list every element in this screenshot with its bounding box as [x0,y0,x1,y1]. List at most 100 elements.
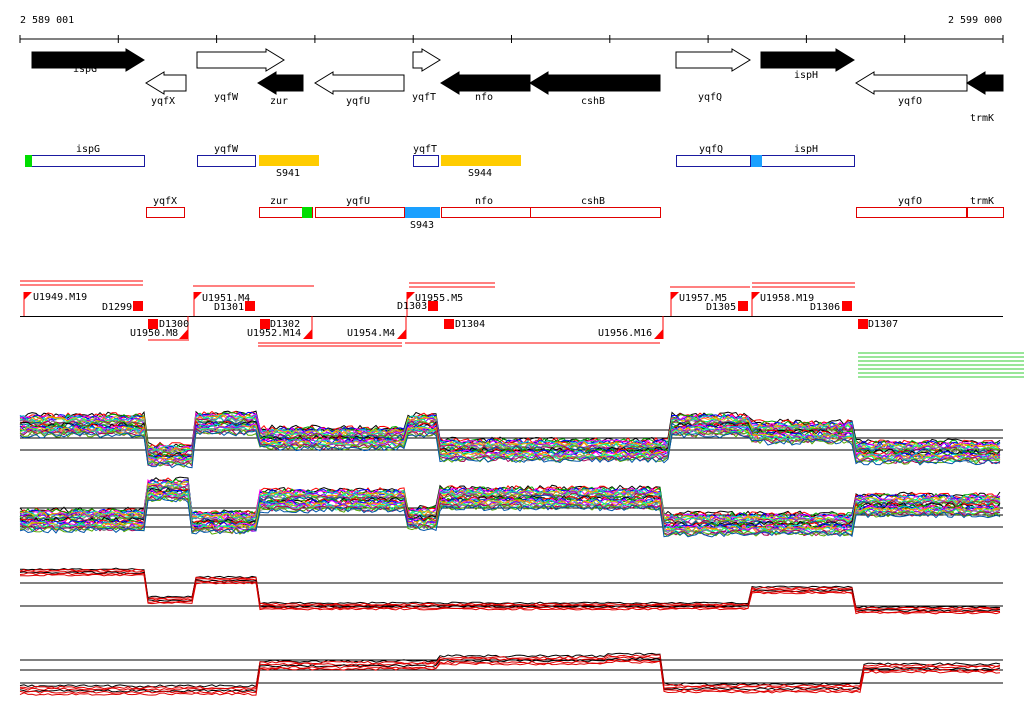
gene-arrow[interactable] [257,71,304,95]
terminator-D1299[interactable]: D1299 [102,301,143,313]
minus-box-S943[interactable]: S943 [405,207,440,231]
plus-box-S941[interactable]: S941 [259,155,319,179]
gene-ispG[interactable]: ispG [31,48,145,75]
plus-box-S944[interactable]: S944 [441,155,521,179]
cds-box[interactable] [676,155,751,167]
plus-box-label: yqfT [413,144,437,155]
promoter-U1954.M4[interactable]: U1954.M4 [347,316,407,339]
terminator-block [260,319,270,329]
cds-box[interactable] [197,155,256,167]
cds-box[interactable] [146,207,185,218]
cds-box[interactable] [441,207,531,218]
expression-trace [19,657,1001,693]
minus-box-cshB[interactable]: cshB [530,196,661,218]
minus-box-zur[interactable]: zur [259,196,313,218]
minus-box-label: yqfU [346,196,370,207]
plus-box-yqfQ[interactable]: yqfQ [676,144,751,167]
promoter-U1956.M16[interactable]: U1956.M16 [598,316,664,339]
minus-box-yqfX[interactable]: yqfX [146,196,185,218]
expression-trace [19,479,1001,521]
plus-box-label: S941 [276,168,300,179]
gene-arrow[interactable] [440,71,531,95]
minus-box-label: trmK [970,196,994,207]
promoter-U1950.M8[interactable]: U1950.M8 [130,316,189,339]
gene-nfo[interactable]: nfo [440,71,531,103]
minus-box-nfo[interactable]: nfo [441,196,531,218]
plus-box-yqfW[interactable]: yqfW [197,144,256,167]
cds-box[interactable] [413,155,439,167]
gene-arrow[interactable] [31,48,145,72]
cds-box[interactable] [751,155,855,167]
minus-box-trmK[interactable]: trmK [967,196,1004,218]
gene-arrow[interactable] [675,48,751,72]
expression-trace [19,571,1001,613]
start-marker [25,155,32,167]
cds-box[interactable] [530,207,661,218]
gene-arrow[interactable] [412,48,441,72]
terminator-D1300[interactable]: D1300 [148,319,189,330]
gene-yqfO[interactable]: yqfO [855,71,968,107]
gene-arrow[interactable] [760,48,855,72]
plus-box-yqfT[interactable]: yqfT [413,144,439,167]
terminator-label: D1300 [159,319,189,330]
gene-arrow[interactable] [855,71,968,95]
promoter-U1955.M5[interactable]: U1955.M5 [406,292,463,316]
cds-box[interactable] [967,207,1004,218]
gene-ispH[interactable]: ispH [760,48,855,81]
promoter-U1958.M19[interactable]: U1958.M19 [751,292,814,316]
gene-label: yqfQ [698,92,722,103]
gene-arrow[interactable] [314,71,405,95]
expression-trace [19,415,1001,455]
cds-box[interactable] [259,207,313,218]
cds-box[interactable] [25,155,145,167]
gene-arrow[interactable] [145,71,187,95]
terminator-D1304[interactable]: D1304 [444,319,485,330]
start-marker [751,155,762,167]
terminator-D1307[interactable]: D1307 [858,319,898,330]
minus-box-label: yqfO [898,196,922,207]
cds-box[interactable] [315,207,405,218]
gene-cshB[interactable]: cshB [529,71,661,107]
gene-yqfT[interactable]: yqfT [412,48,441,103]
minus-box-yqfO[interactable]: yqfO [856,196,967,218]
gene-label: yqfT [412,92,436,103]
gene-arrow[interactable] [529,71,661,95]
minus-box-yqfU[interactable]: yqfU [315,196,405,218]
terminator-block [842,301,852,311]
gene-arrow[interactable] [196,48,285,72]
gene-yqfU[interactable]: yqfU [314,71,405,107]
gene-label: ispG [73,64,97,75]
promoter-U1957.M5[interactable]: U1957.M5 [670,292,727,316]
expression-profile-minus-strand-multi [19,476,1003,538]
cds-box[interactable] [856,207,967,218]
terminator-block [148,319,158,329]
plus-box-ispH[interactable]: ispH [751,144,855,167]
srna-block[interactable] [441,155,521,166]
gene-yqfW[interactable]: yqfW [196,48,285,103]
terminator-label: D1306 [810,302,840,313]
plus-box-ispG[interactable]: ispG [25,144,145,167]
expression-trace [19,480,1001,522]
srna-block[interactable] [259,155,319,166]
terminator-D1303[interactable]: D1303 [397,301,438,312]
promoter-flag [407,292,415,300]
gene-yqfQ[interactable]: yqfQ [675,48,751,103]
terminator-D1305[interactable]: D1305 [706,301,748,313]
terminator-D1302[interactable]: D1302 [260,319,300,330]
gene-label: cshB [581,96,605,107]
terminator-label: D1301 [214,302,244,313]
terminator-D1301[interactable]: D1301 [214,301,255,313]
promoter-label: U1955.M5 [415,293,463,304]
terminator-block [245,301,255,311]
promoter-U1949.M19[interactable]: U1949.M19 [23,292,87,316]
promoter-U1951.M4[interactable]: U1951.M4 [193,292,250,316]
gene-yqfX[interactable]: yqfX [145,71,187,107]
srna-block[interactable] [405,207,440,218]
terminator-label: D1305 [706,302,736,313]
gene-arrow[interactable] [966,71,1004,95]
promoter-U1952.M14[interactable]: U1952.M14 [247,316,313,339]
gene-trmK[interactable]: trmK [966,71,1004,124]
gene-zur[interactable]: zur [257,71,304,107]
expression-profile-plus-strand-multi [19,410,1003,469]
terminator-D1306[interactable]: D1306 [810,301,852,313]
